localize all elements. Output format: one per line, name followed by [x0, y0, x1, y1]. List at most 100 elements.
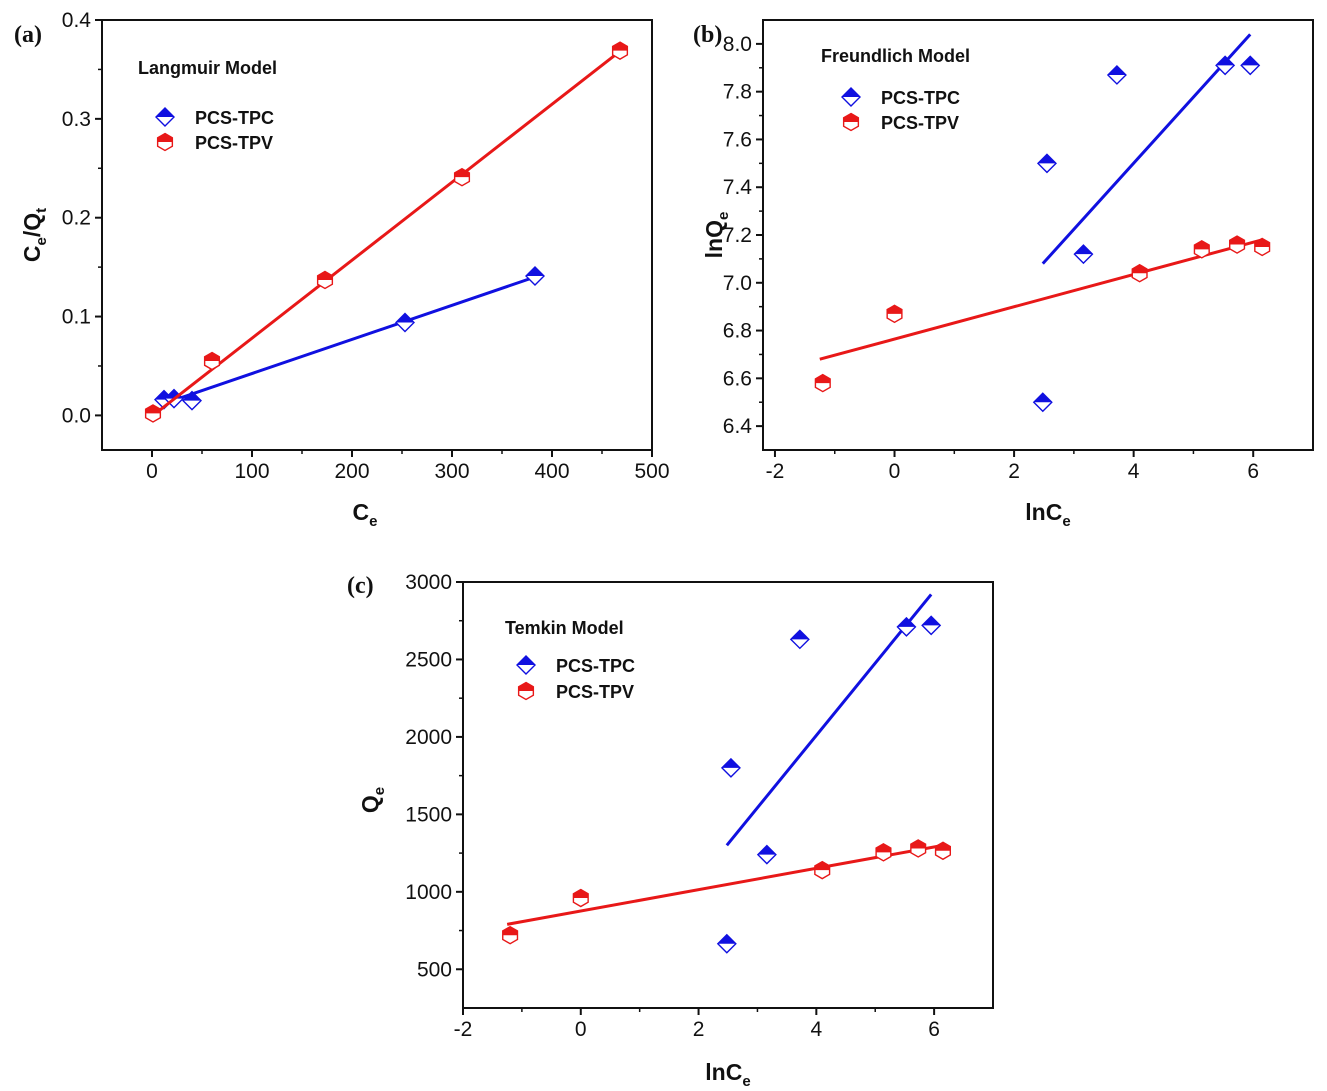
fit-line [506, 843, 944, 926]
legend-label: PCS-TPC [556, 656, 635, 676]
y-tick-label: 6.6 [723, 367, 752, 390]
data-point-fill [1194, 240, 1210, 250]
panel-tag: (a) [14, 22, 42, 48]
x-tick-label: 300 [434, 460, 469, 483]
y-tick-label: 0.2 [62, 207, 91, 230]
legend-label: PCS-TPV [881, 113, 959, 133]
x-axis-label: Ce [353, 499, 378, 530]
legend-marker-fill [518, 682, 534, 691]
fit-line [163, 275, 536, 405]
y-tick-label: 7.4 [723, 176, 753, 199]
y-tick-label: 6.8 [723, 320, 752, 343]
legend-label: PCS-TPC [881, 88, 960, 108]
plot-frame [762, 19, 1314, 451]
y-axis-label: Qe [357, 787, 388, 813]
y-axis-label: lnQe [701, 212, 732, 259]
x-tick-label: 4 [1128, 460, 1140, 483]
data-point-fill [1033, 393, 1052, 403]
legend-label: PCS-TPC [195, 108, 274, 128]
panel-c: -2 0 2 4 6 500 1000 1500 2000 2500 3000 (c) Temkin M… [347, 571, 994, 1090]
x-tick-label: -2 [766, 460, 785, 483]
plot-frame [462, 581, 994, 1009]
data-point-fill [612, 42, 628, 51]
data-point-fill [1216, 56, 1235, 66]
y-tick-label: 2000 [405, 726, 452, 749]
y-tick-label: 7.8 [723, 81, 752, 104]
legend-label: PCS-TPV [556, 682, 634, 702]
legend-marker-fill [156, 108, 174, 117]
data-point-fill [1132, 264, 1147, 274]
panel-a: 0 100 200 300 400 500 0.0 0.1 0.2 0.3 0.4 (a) Langmu… [14, 9, 670, 530]
data-point-fill [1074, 245, 1093, 255]
x-axis-label: lnCe [705, 1059, 750, 1090]
legend-marker-fill [517, 656, 535, 665]
series-pcs-tpc: PCS-TPC [154, 107, 545, 411]
series-pcs-tpc: PCS-TPC [516, 593, 942, 954]
data-point-fill [396, 313, 414, 323]
x-tick-label: 100 [234, 460, 269, 483]
x-tick-label: 0 [889, 460, 901, 483]
y-tick-label: 8.0 [723, 33, 752, 56]
y-tick-label: 0.3 [62, 108, 91, 131]
data-point-fill [922, 616, 941, 626]
data-point-fill [910, 839, 926, 849]
fit-line [725, 593, 933, 847]
plot-frame [101, 19, 653, 451]
data-point-fill [1254, 238, 1270, 247]
x-axis-label: lnCe [1025, 499, 1070, 530]
series-pcs-tpc: PCS-TPC [841, 33, 1261, 413]
series-pcs-tpv: PCS-TPV [144, 41, 629, 423]
data-point-fill [1241, 56, 1260, 66]
data-point-fill [1037, 154, 1056, 164]
model-title: Freundlich Model [821, 46, 970, 66]
legend-marker-fill [843, 113, 859, 122]
y-tick-label: 0.1 [62, 306, 91, 329]
data-point-fill [897, 617, 916, 627]
data-point-fill [935, 842, 951, 851]
data-point-fill [317, 271, 333, 280]
data-point-fill [814, 861, 830, 871]
data-point-fill [183, 391, 201, 401]
y-tick-label: 1000 [405, 881, 452, 904]
data-point-fill [204, 352, 220, 362]
panel-tag: (c) [347, 573, 374, 599]
data-point-fill [721, 758, 740, 768]
data-point-fill [502, 926, 518, 936]
x-tick-label: 4 [810, 1018, 822, 1041]
series-pcs-tpv: PCS-TPV [814, 112, 1271, 393]
data-point-fill [815, 374, 831, 384]
legend-label: PCS-TPV [195, 133, 273, 153]
series-pcs-tpv: PCS-TPV [502, 681, 952, 945]
x-tick-label: 400 [534, 460, 569, 483]
data-point-fill [1107, 65, 1126, 75]
y-tick-label: 7.6 [723, 128, 752, 151]
x-tick-label: 0 [146, 460, 158, 483]
data-point-fill [790, 630, 809, 640]
y-tick-label: 1500 [405, 803, 452, 826]
y-tick-label: 0.0 [62, 404, 91, 427]
data-point-fill [454, 168, 470, 178]
x-tick-label: 2 [1008, 460, 1020, 483]
x-tick-label: 0 [575, 1018, 587, 1041]
panel-b: -2 0 2 4 6 6.4 6.6 6.8 7.0 7.2 7.4 7.6 7.8 8.0(b) Freu… [693, 19, 1314, 530]
x-tick-label: 500 [634, 460, 669, 483]
x-tick-label: -2 [454, 1018, 473, 1041]
x-tick-label: 2 [693, 1018, 705, 1041]
y-tick-label: 7.0 [723, 272, 752, 295]
data-point-fill [887, 305, 902, 314]
x-tick-label: 200 [334, 460, 369, 483]
panel-tag: (b) [693, 22, 722, 48]
model-title: Langmuir Model [138, 58, 277, 78]
data-point-fill [526, 267, 544, 277]
data-point-fill [757, 845, 776, 855]
legend-marker-fill [842, 88, 860, 97]
y-tick-label: 7.2 [723, 224, 752, 247]
y-tick-label: 500 [417, 958, 452, 981]
y-tick-label: 6.4 [723, 415, 753, 438]
fit-line [819, 238, 1263, 361]
fit-line [152, 48, 623, 417]
data-point-fill [145, 404, 161, 414]
x-tick-label: 6 [1247, 460, 1259, 483]
y-axis-label: Ce/Qt [19, 208, 50, 262]
